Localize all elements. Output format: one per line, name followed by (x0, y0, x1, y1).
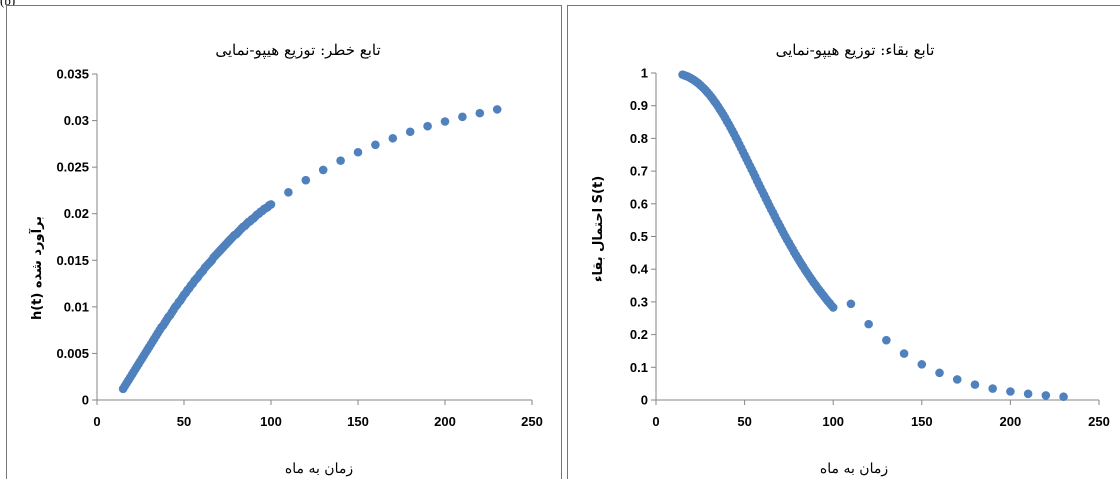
data-point (371, 140, 380, 150)
y-axis-label: احتمال بقاء S(t) (591, 176, 606, 282)
y-tick-label: 0.5 (630, 229, 648, 244)
data-point (318, 165, 328, 175)
y-tick-label: 0.9 (630, 98, 648, 113)
data-point (458, 112, 467, 122)
y-tick-label: 0.6 (630, 196, 648, 211)
survival-chart: تابع بقاء: توزیع هیپو-نمایی زمان به ماه … (591, 41, 1110, 477)
axes: 0 0.1 0.2 0.3 0.4 0.5 0.6 0.7 0.8 0.9 1 0 50 100 150 20… (630, 66, 1110, 430)
data-point (388, 133, 398, 143)
data-point (1006, 387, 1015, 396)
data-point (1023, 389, 1033, 399)
y-tick-label: 0.005 (56, 346, 89, 361)
x-tick-label: 50 (177, 414, 191, 429)
y-axis-label: h(t) برآورد شده (28, 216, 45, 320)
figure-label: (b) (0, 0, 16, 8)
data-point (266, 200, 276, 209)
y-tick-label: 0.025 (56, 160, 89, 175)
data-point (405, 127, 415, 137)
x-tick-label: 200 (1000, 414, 1022, 429)
y-tick-label: 0.035 (56, 67, 89, 82)
y-tick-label: 0.015 (56, 253, 89, 268)
hazard-chart: تابع خطر: توزیع هیپو-نمایی زمان به ماه h… (28, 41, 543, 477)
y-tick-label: 0.01 (64, 299, 89, 314)
x-tick-label: 0 (652, 414, 659, 429)
x-tick-label: 250 (521, 414, 543, 429)
data-point (353, 147, 363, 157)
y-tick-label: 0.1 (630, 360, 648, 375)
x-tick-label: 150 (911, 414, 933, 429)
data-point (970, 380, 980, 389)
data-point (423, 121, 432, 131)
y-tick-label: 0.8 (630, 131, 648, 146)
x-tick-label: 50 (737, 414, 751, 429)
data-point (917, 360, 927, 369)
x-tick-label: 100 (260, 414, 282, 429)
y-tick-label: 0.4 (630, 262, 649, 277)
y-tick-label: 1 (641, 66, 648, 81)
data-point (284, 187, 293, 197)
data-point (1059, 392, 1068, 402)
data-points (118, 105, 502, 394)
y-tick-label: 0.7 (630, 164, 648, 179)
y-tick-label: 0.03 (64, 113, 89, 128)
y-tick-label: 0 (82, 393, 89, 408)
chart-title: تابع خطر: توزیع هیپو-نمایی (215, 41, 380, 59)
data-point (301, 175, 311, 185)
hazard-chart-panel: تابع خطر: توزیع هیپو-نمایی زمان به ماه h… (6, 5, 562, 479)
data-point (492, 105, 502, 114)
data-point (864, 319, 873, 329)
data-point (935, 368, 944, 378)
data-point (440, 117, 450, 126)
x-tick-label: 200 (434, 414, 456, 429)
x-tick-label: 250 (1088, 414, 1110, 429)
data-point (882, 335, 891, 345)
data-point (1041, 391, 1051, 400)
x-tick-label: 150 (347, 414, 369, 429)
data-point (988, 384, 997, 393)
x-axis-label: زمان به ماه (285, 461, 353, 477)
y-tick-label: 0.2 (630, 327, 648, 342)
axes: 0 0.005 0.01 0.015 0.02 0.025 0.03 0.035 0 50 100 1… (56, 67, 542, 430)
y-tick-label: 0.02 (64, 206, 89, 221)
data-point (475, 108, 485, 118)
data-points (678, 70, 1068, 402)
y-tick-label: 0.3 (630, 294, 648, 309)
data-point (846, 299, 856, 309)
chart-title: تابع بقاء: توزیع هیپو-نمایی (776, 41, 935, 59)
data-point (899, 349, 909, 358)
x-tick-label: 0 (93, 414, 100, 429)
data-point (952, 375, 962, 384)
survival-chart-panel: تابع بقاء: توزیع هیپو-نمایی زمان به ماه … (567, 5, 1120, 479)
data-point (828, 303, 838, 312)
data-point (336, 156, 345, 165)
y-tick-label: 0 (641, 393, 648, 408)
x-tick-label: 100 (822, 414, 844, 429)
x-axis-label: زمان به ماه (820, 461, 888, 477)
